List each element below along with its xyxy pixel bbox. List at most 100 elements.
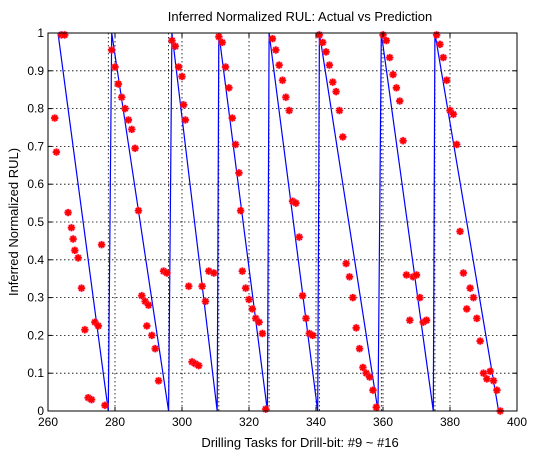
marker-star — [282, 93, 290, 101]
y-tick-label: 0.6 — [27, 177, 44, 191]
prediction-marker — [114, 79, 123, 89]
prediction-marker — [67, 223, 76, 232]
marker-star — [198, 282, 206, 290]
marker-star — [476, 337, 484, 345]
prediction-marker — [144, 300, 153, 310]
prediction-marker — [248, 304, 257, 314]
marker-star — [163, 269, 171, 277]
prediction-marker — [285, 106, 294, 115]
marker-star — [131, 144, 139, 152]
prediction-marker — [147, 331, 157, 340]
prediction-marker — [124, 115, 133, 125]
prediction-marker — [271, 45, 280, 55]
marker-star — [218, 38, 226, 47]
prediction-marker — [107, 45, 116, 55]
marker-star — [339, 133, 347, 141]
prediction-marker — [52, 147, 61, 157]
prediction-marker — [151, 344, 160, 353]
prediction-marker — [218, 38, 227, 47]
marker-star — [416, 294, 424, 302]
prediction-marker — [385, 53, 394, 62]
prediction-marker — [432, 30, 441, 40]
marker-star — [191, 360, 199, 368]
marker-star — [69, 235, 77, 243]
prediction-marker — [301, 314, 311, 323]
marker-star — [292, 199, 300, 207]
prediction-marker — [258, 329, 267, 338]
prediction-marker — [435, 40, 445, 49]
marker-star — [258, 329, 266, 338]
prediction-marker — [368, 386, 378, 395]
prediction-marker — [392, 83, 401, 93]
marker-star — [205, 267, 213, 275]
prediction-marker — [449, 110, 458, 119]
marker-star — [453, 140, 461, 149]
prediction-marker — [352, 323, 361, 333]
marker-star — [332, 87, 340, 96]
y-tick-label: 0.1 — [27, 366, 44, 380]
marker-star — [221, 63, 230, 71]
y-tick-label: 0 — [37, 404, 44, 418]
marker-star — [369, 386, 377, 394]
prediction-marker — [274, 60, 284, 70]
actual-rul-polyline — [57, 32, 500, 412]
prediction-marker — [70, 246, 80, 255]
prediction-marker — [142, 321, 152, 331]
x-axis-label: Drilling Tasks for Drill-bit: #9 ~ #16 — [201, 435, 398, 450]
prediction-marker — [325, 60, 334, 70]
prediction-marker — [60, 30, 69, 40]
prediction-marker — [465, 283, 475, 293]
marker-star — [245, 295, 253, 304]
marker-star — [51, 114, 59, 122]
marker-star — [402, 271, 411, 279]
marker-star — [141, 297, 149, 305]
prediction-marker — [73, 253, 83, 263]
prediction-marker — [120, 104, 130, 113]
prediction-marker — [382, 36, 391, 45]
prediction-marker — [234, 168, 244, 178]
prediction-marker — [358, 363, 368, 372]
marker-star — [181, 116, 189, 124]
prediction-marker — [268, 34, 277, 43]
prediction-marker — [348, 293, 358, 302]
prediction-marker — [482, 374, 492, 384]
prediction-marker — [50, 113, 59, 123]
prediction-marker — [68, 234, 78, 244]
marker-star — [144, 301, 153, 309]
x-tick-label: 260 — [38, 415, 58, 429]
marker-star — [278, 76, 287, 84]
marker-star — [77, 284, 86, 292]
x-tick-label: 300 — [172, 415, 192, 429]
marker-star — [235, 169, 243, 177]
marker-star — [315, 31, 323, 39]
marker-star — [108, 46, 116, 54]
prediction-marker — [388, 70, 398, 79]
marker-star — [138, 292, 146, 300]
marker-star — [275, 61, 283, 69]
prediction-marker — [365, 372, 374, 382]
marker-star — [134, 207, 143, 215]
y-axis-label: Inferred Normalized RUL) — [6, 148, 21, 296]
marker-star — [225, 84, 233, 92]
marker-star — [262, 405, 270, 413]
marker-star — [159, 267, 168, 275]
y-tick-label: 0.8 — [27, 102, 44, 116]
marker-star — [255, 318, 263, 326]
prediction-marker — [372, 403, 381, 412]
marker-star — [406, 316, 414, 324]
marker-star — [433, 31, 441, 39]
marker-star — [242, 284, 250, 292]
marker-star — [114, 80, 122, 88]
prediction-marker — [278, 76, 287, 85]
prediction-marker — [94, 321, 103, 331]
marker-star — [168, 36, 176, 45]
prediction-marker — [197, 282, 207, 291]
marker-star — [195, 362, 203, 370]
marker-star — [443, 76, 451, 84]
marker-star — [252, 314, 260, 322]
marker-star — [422, 316, 431, 324]
prediction-marker — [181, 115, 190, 125]
marker-star — [81, 326, 89, 334]
marker-star — [386, 53, 394, 62]
marker-star — [237, 207, 245, 215]
